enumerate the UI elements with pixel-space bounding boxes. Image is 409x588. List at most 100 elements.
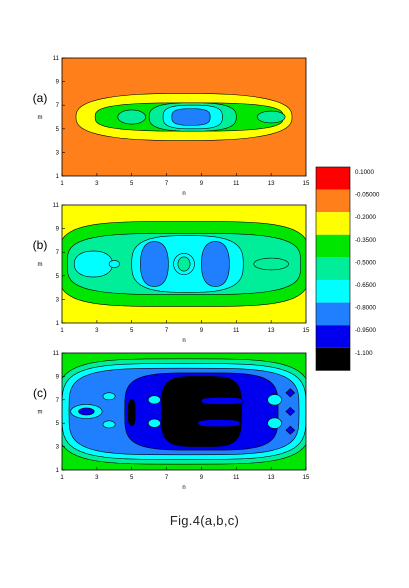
y-tick-label: 1	[56, 321, 60, 327]
y-tick-label: 3	[56, 445, 60, 451]
y-tick-label: 9	[56, 374, 60, 380]
colorbar-swatch	[316, 212, 350, 235]
y-tick-label: 3	[56, 150, 60, 156]
x-tick-label: 3	[95, 475, 99, 481]
x-tick-label: 5	[130, 328, 134, 334]
contour-region	[285, 425, 296, 435]
plot-frame	[61, 204, 307, 324]
contour-region	[161, 376, 242, 447]
contour-region	[147, 418, 161, 428]
y-axis-label: m	[38, 262, 43, 268]
plot-frame	[61, 57, 307, 177]
x-tick-label: 1	[60, 181, 64, 187]
y-tick-label: 11	[53, 203, 60, 209]
colorbar-swatch	[316, 280, 350, 303]
y-tick-label: 7	[56, 398, 60, 404]
panel-label: (a)	[33, 91, 48, 105]
colorbar-label: -0.6500	[355, 282, 377, 289]
x-tick-label: 9	[200, 328, 204, 334]
contour-region	[117, 109, 146, 125]
contour-region	[201, 241, 230, 287]
x-tick-label: 3	[95, 328, 99, 334]
y-tick-label: 3	[56, 297, 60, 303]
x-tick-label: 13	[268, 328, 275, 334]
x-tick-label: 15	[303, 475, 310, 481]
y-tick-label: 5	[56, 274, 60, 280]
y-tick-label: 7	[56, 103, 60, 109]
x-tick-label: 7	[165, 181, 169, 187]
contour-region	[78, 407, 95, 416]
y-tick-label: 11	[53, 351, 60, 357]
colorbar-label: -0.8000	[355, 305, 377, 312]
x-tick-label: 5	[130, 181, 134, 187]
x-tick-label: 9	[200, 475, 204, 481]
x-axis-label: n	[182, 338, 185, 344]
contour-region	[285, 406, 296, 417]
contour-region	[171, 108, 211, 126]
colorbar-swatch	[316, 325, 350, 348]
x-tick-label: 13	[268, 181, 275, 187]
y-axis-label: m	[38, 115, 43, 121]
contour-region	[127, 399, 136, 426]
contour-region	[267, 417, 282, 429]
contour-region	[285, 388, 296, 398]
y-axis-label: m	[38, 410, 43, 416]
x-tick-label: 11	[233, 181, 240, 187]
y-tick-label: 5	[56, 127, 60, 133]
contour-region	[253, 257, 289, 271]
contour-region	[102, 392, 116, 401]
contour-region	[256, 110, 286, 124]
panel-label: (b)	[33, 238, 48, 252]
y-tick-label: 1	[56, 174, 60, 180]
colorbar-frame	[315, 166, 351, 371]
contour-region	[73, 250, 113, 278]
x-tick-label: 7	[165, 328, 169, 334]
x-tick-label: 15	[303, 181, 310, 187]
contour-region	[267, 394, 282, 406]
contour-region	[197, 419, 241, 428]
x-tick-label: 1	[60, 328, 64, 334]
contour-region	[108, 260, 120, 268]
y-tick-label: 11	[53, 56, 60, 62]
colorbar: 0.1000 -0.05000 -0.2000 -0.3500 -0.5000 -0.65…	[315, 166, 380, 371]
y-tick-label: 5	[56, 421, 60, 427]
colorbar-label: -0.5000	[355, 259, 377, 266]
x-tick-label: 13	[268, 475, 275, 481]
colorbar-label: -1.100	[355, 350, 373, 357]
colorbar-label: -0.2000	[355, 214, 377, 221]
colorbar-swatch	[316, 234, 350, 258]
colorbar-swatch	[316, 189, 350, 213]
x-tick-label: 7	[165, 475, 169, 481]
colorbar-swatch	[316, 167, 350, 190]
y-tick-label: 1	[56, 468, 60, 474]
contour-region	[147, 395, 161, 405]
colorbar-label: 0.1000	[355, 169, 374, 176]
contour-region	[140, 241, 169, 287]
x-tick-label: 11	[233, 328, 240, 334]
x-tick-label: 9	[200, 181, 204, 187]
x-axis-label: n	[182, 485, 185, 491]
x-tick-label: 5	[130, 475, 134, 481]
y-tick-label: 7	[56, 250, 60, 256]
plot-frame	[61, 352, 307, 471]
x-tick-label: 3	[95, 181, 99, 187]
colorbar-label: -0.05000	[355, 192, 380, 199]
figure-caption: Fig.4(a,b,c)	[169, 513, 240, 528]
panel-label: (c)	[33, 386, 47, 400]
colorbar-swatch	[316, 257, 350, 280]
colorbar-swatch	[316, 302, 350, 326]
x-tick-label: 1	[60, 475, 64, 481]
colorbar-swatch	[316, 347, 350, 371]
colorbar-label: -0.9500	[355, 327, 377, 334]
x-tick-label: 15	[303, 328, 310, 334]
y-tick-label: 9	[56, 80, 60, 86]
colorbar-label: -0.3500	[355, 237, 377, 244]
contour-region	[177, 256, 191, 272]
x-tick-label: 11	[233, 475, 240, 481]
x-axis-label: n	[182, 191, 185, 197]
contour-region	[102, 420, 116, 429]
